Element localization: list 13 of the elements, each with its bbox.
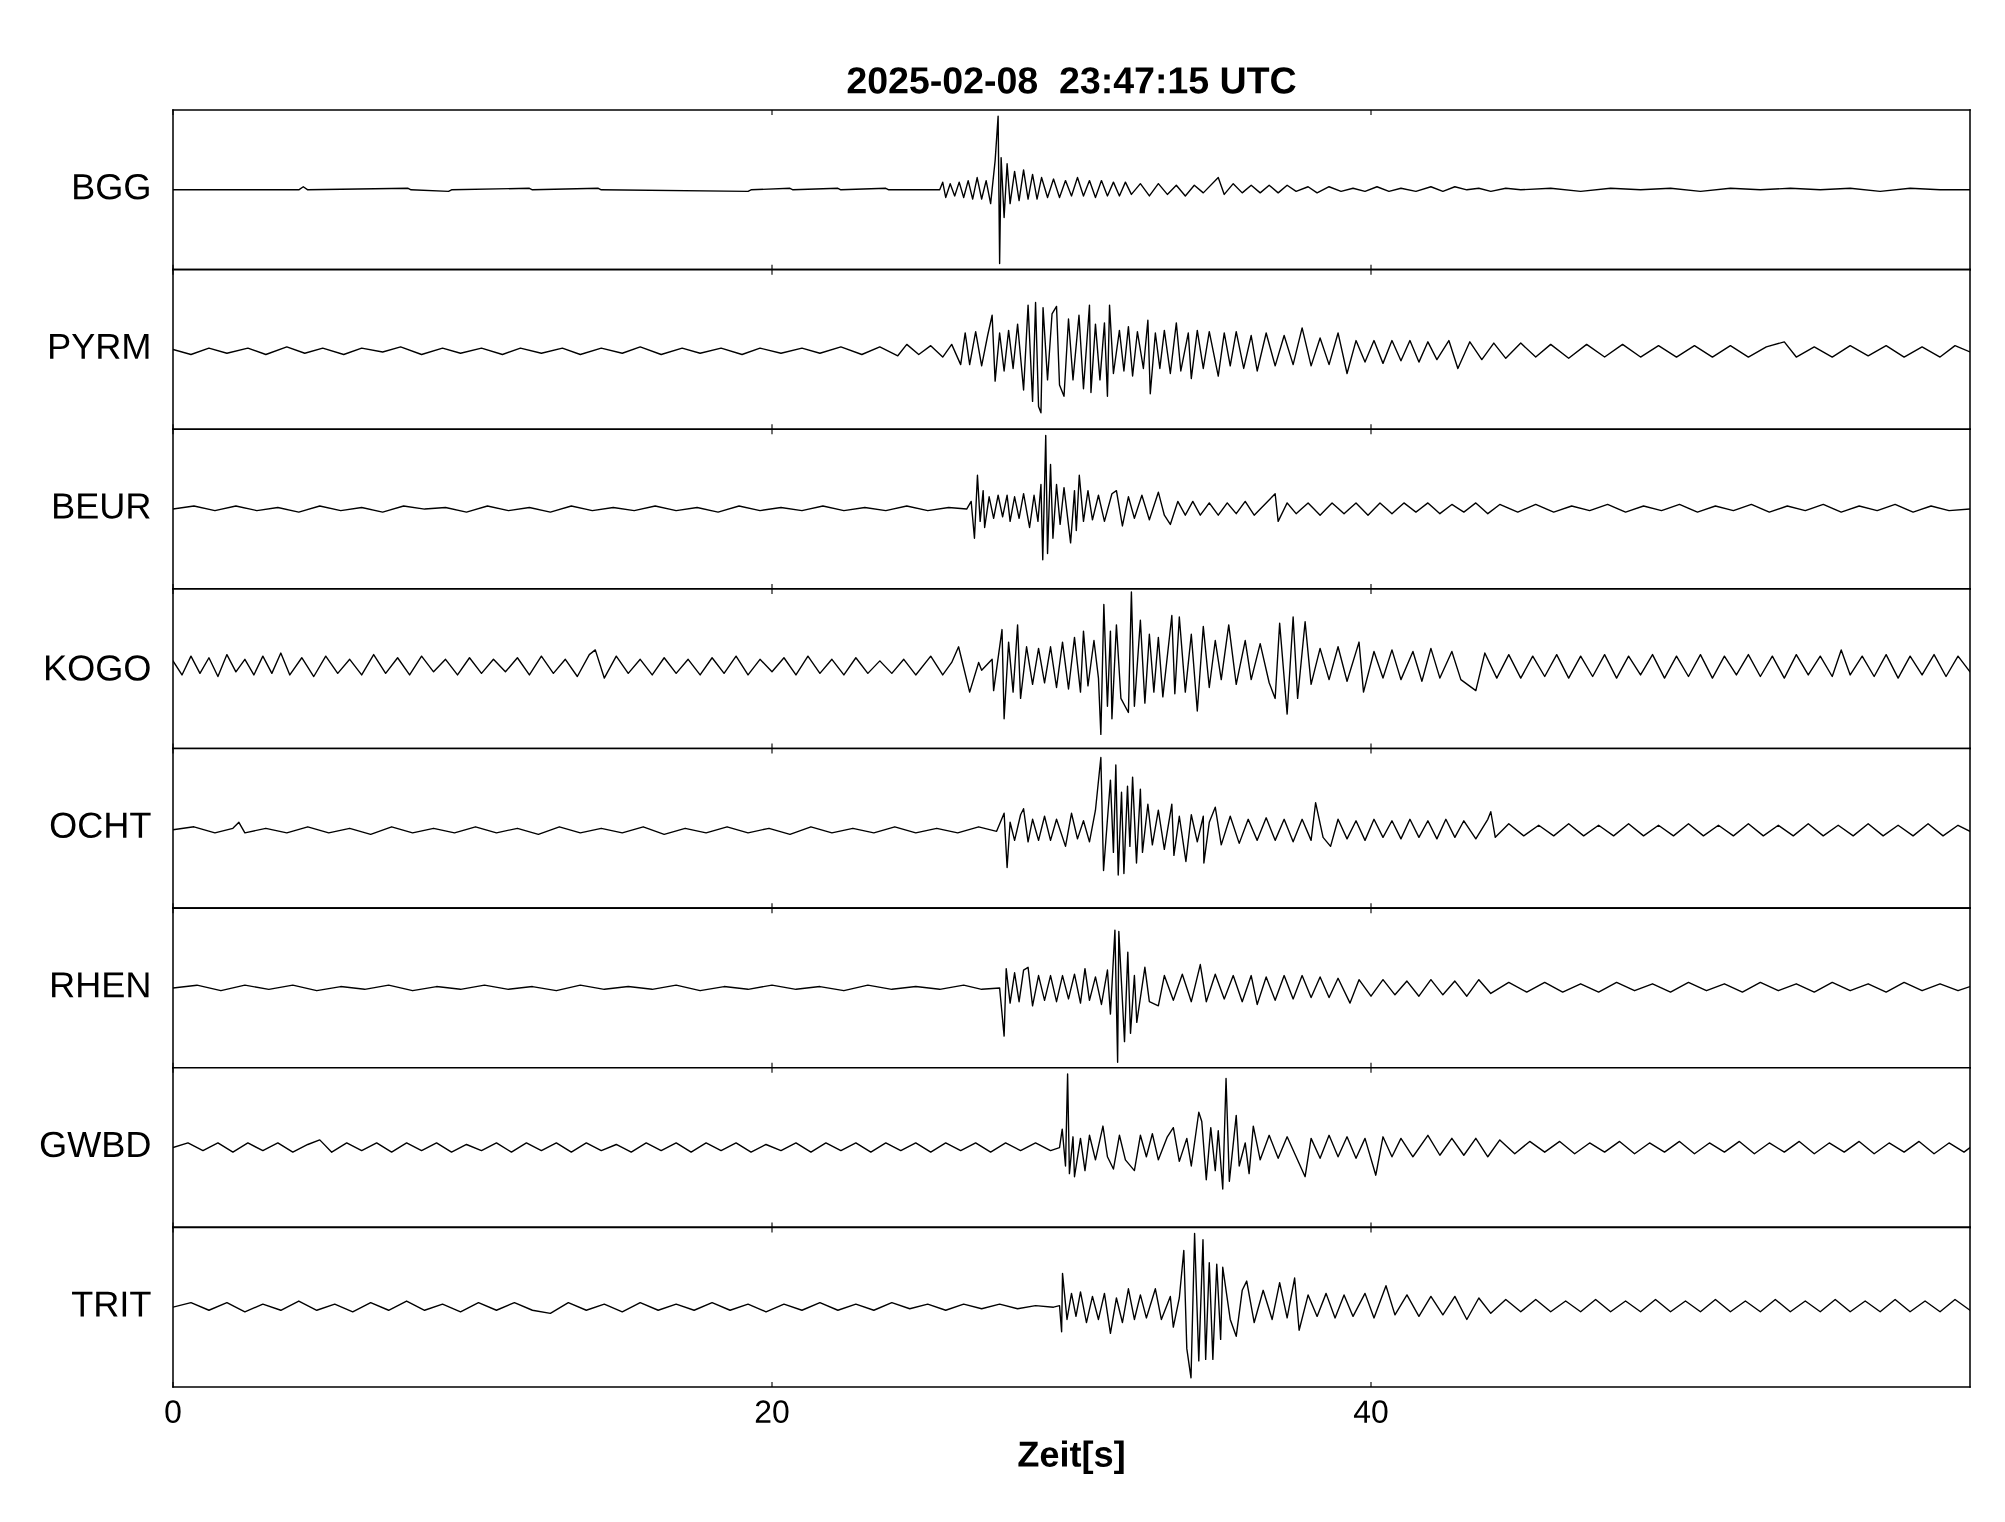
y-axis-title: BEUR [54,493,150,519]
y-axis-title: BGG [74,173,149,200]
chart-title: 2025-02-08 23:47:15 UTC [847,67,1296,94]
y-axis-title: KOGO [46,655,150,681]
x-tick-label: 40 [1353,1400,1388,1423]
y-axis-title: PYRM [50,333,149,359]
y-axis-title: TRIT [72,1291,151,1317]
x-tick-label: 20 [755,1400,789,1423]
y-axis-title: OCHT [50,812,151,839]
y-axis-title: RHEN [52,972,149,998]
y-axis-title: GWBD [40,1131,150,1158]
x-axis-title: Zeit[s] [1018,1440,1124,1475]
x-tick-label: 0 [165,1400,181,1423]
